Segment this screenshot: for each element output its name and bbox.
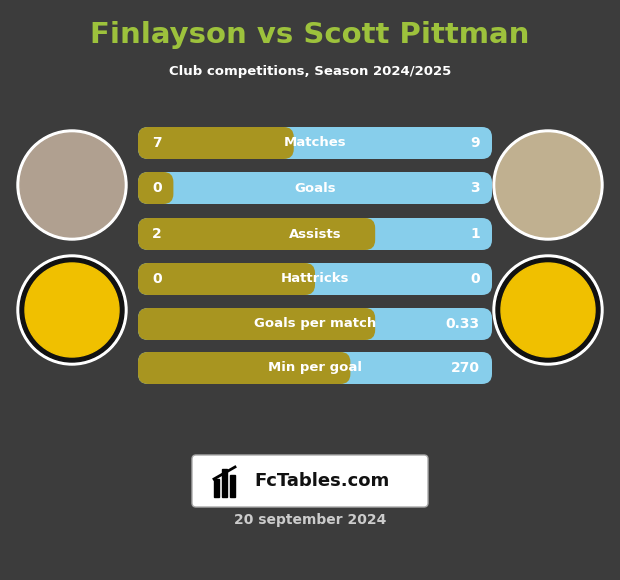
Text: Hattricks: Hattricks xyxy=(281,273,349,285)
Text: FcTables.com: FcTables.com xyxy=(254,472,389,490)
FancyBboxPatch shape xyxy=(138,218,492,250)
Text: 7: 7 xyxy=(152,136,162,150)
FancyBboxPatch shape xyxy=(138,172,492,204)
Circle shape xyxy=(17,130,127,240)
FancyBboxPatch shape xyxy=(138,127,492,159)
Text: Matches: Matches xyxy=(284,136,347,150)
Text: 20 september 2024: 20 september 2024 xyxy=(234,513,386,527)
FancyBboxPatch shape xyxy=(138,263,492,295)
FancyBboxPatch shape xyxy=(138,308,375,340)
FancyBboxPatch shape xyxy=(138,172,174,204)
Text: Min per goal: Min per goal xyxy=(268,361,362,375)
Text: 0: 0 xyxy=(152,272,162,286)
Text: 1: 1 xyxy=(470,227,480,241)
Circle shape xyxy=(496,133,600,237)
Text: 9: 9 xyxy=(471,136,480,150)
Text: Finlayson vs Scott Pittman: Finlayson vs Scott Pittman xyxy=(91,21,529,49)
FancyBboxPatch shape xyxy=(138,218,375,250)
FancyBboxPatch shape xyxy=(138,352,492,384)
Circle shape xyxy=(20,133,124,237)
Text: 0: 0 xyxy=(471,272,480,286)
FancyBboxPatch shape xyxy=(138,127,294,159)
Text: 2: 2 xyxy=(152,227,162,241)
Circle shape xyxy=(501,263,595,357)
Circle shape xyxy=(493,255,603,365)
FancyBboxPatch shape xyxy=(138,263,315,295)
Circle shape xyxy=(20,258,124,362)
FancyBboxPatch shape xyxy=(138,308,492,340)
Text: Goals: Goals xyxy=(294,182,336,194)
Circle shape xyxy=(25,263,119,357)
Bar xyxy=(230,475,235,497)
FancyBboxPatch shape xyxy=(192,455,428,507)
Text: Club competitions, Season 2024/2025: Club competitions, Season 2024/2025 xyxy=(169,66,451,78)
Bar xyxy=(214,479,219,497)
Text: 0.33: 0.33 xyxy=(446,317,480,331)
Text: Assists: Assists xyxy=(289,227,342,241)
Text: 0: 0 xyxy=(152,181,162,195)
Text: 270: 270 xyxy=(451,361,480,375)
Bar xyxy=(222,469,227,497)
Circle shape xyxy=(493,130,603,240)
FancyBboxPatch shape xyxy=(138,352,350,384)
Circle shape xyxy=(496,258,600,362)
Text: 3: 3 xyxy=(471,181,480,195)
Text: Goals per match: Goals per match xyxy=(254,317,376,331)
Circle shape xyxy=(17,255,127,365)
